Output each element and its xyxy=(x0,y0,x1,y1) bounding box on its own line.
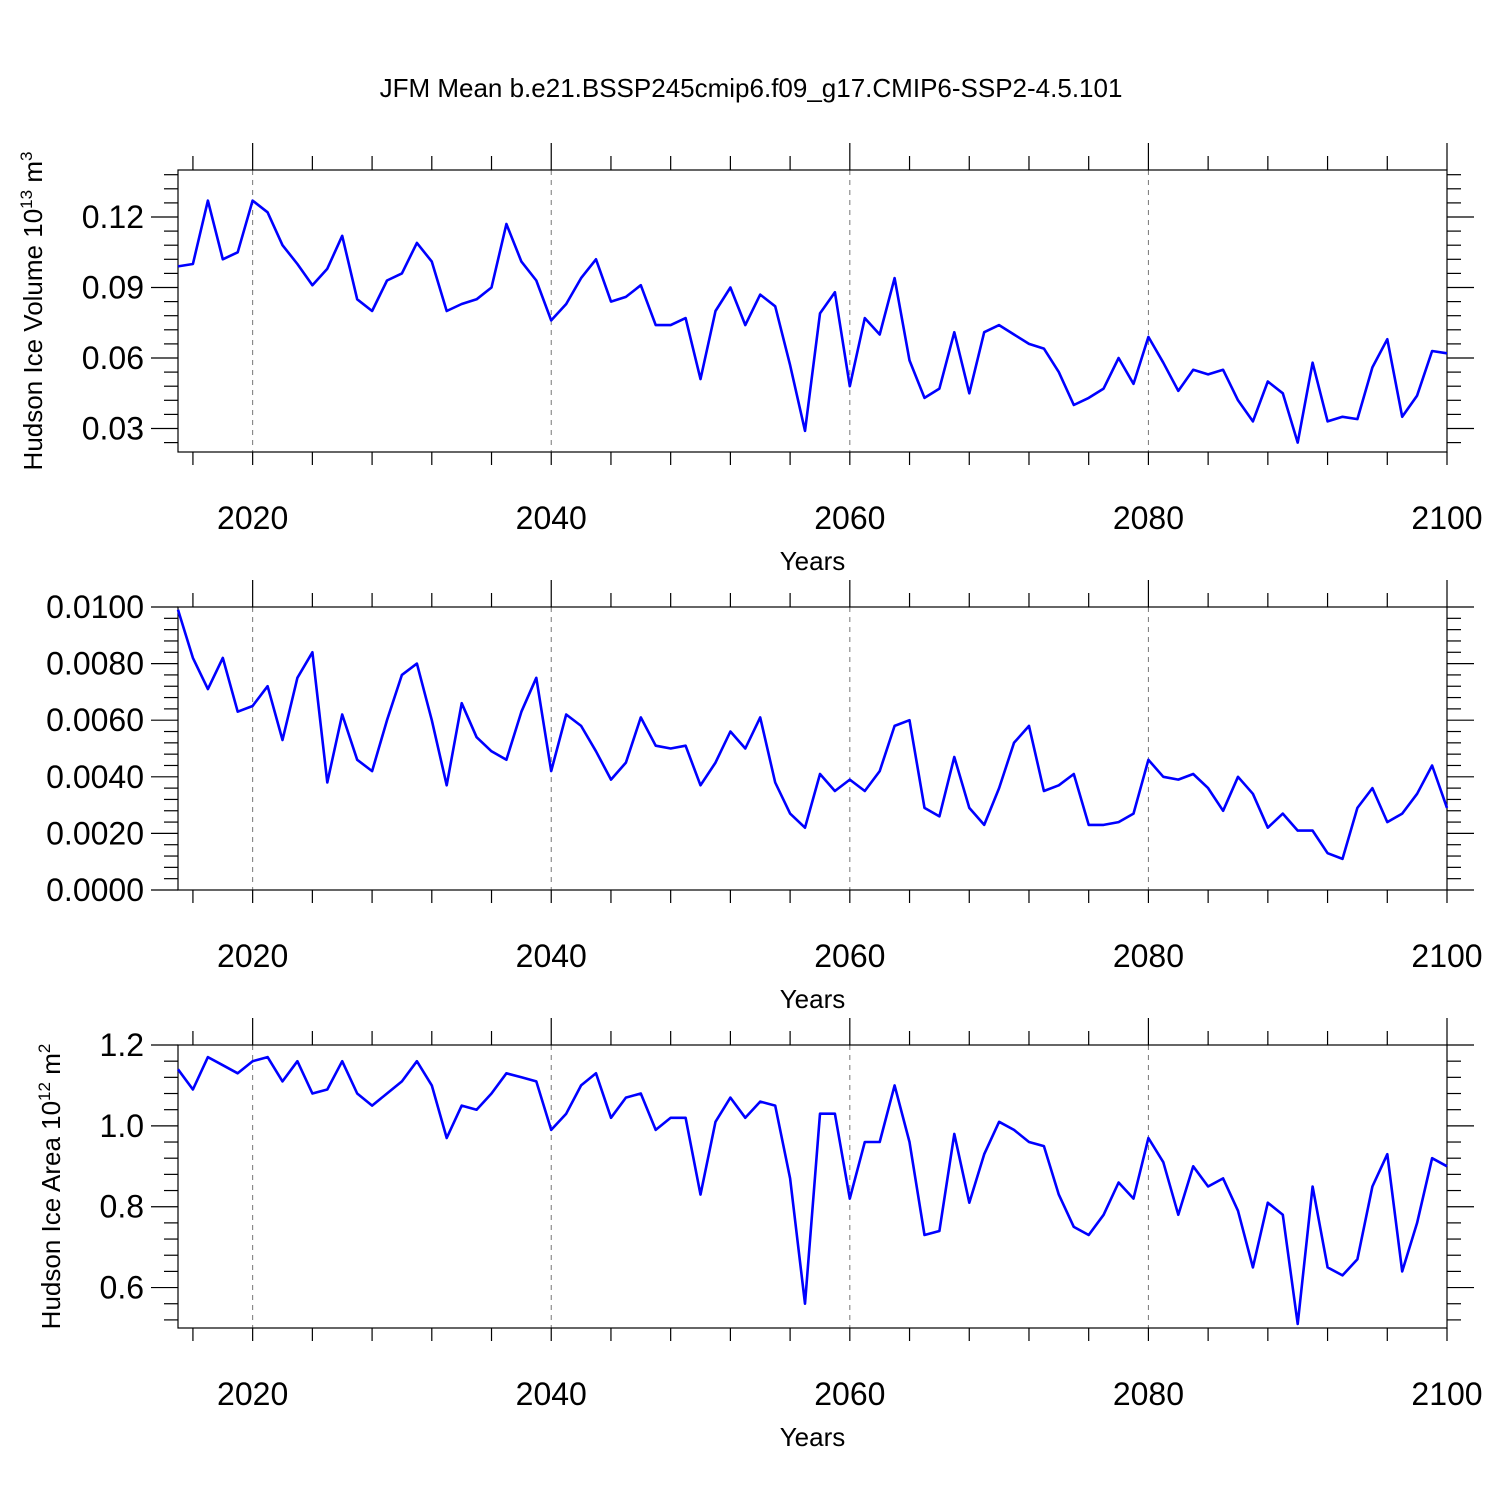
y-tick-label: 0.0100 xyxy=(46,589,144,625)
plot-frame xyxy=(177,1044,1448,1329)
x-tick-label: 2020 xyxy=(217,938,288,974)
y-tick-label: 0.0080 xyxy=(46,646,144,682)
x-tick-label: 2080 xyxy=(1113,1376,1184,1412)
y-tick-label: 1.2 xyxy=(100,1027,144,1063)
panel-snow-volume: 2020 2040 2060 2080 2100 0.0000 0.0020 0.0040 0.… xyxy=(0,574,1483,1014)
figure-title: JFM Mean b.e21.BSSP245cmip6.f09_g17.CMIP… xyxy=(380,73,1123,103)
x-tick-label: 2040 xyxy=(516,938,587,974)
plot-frame xyxy=(177,606,1448,891)
y-tick-label: 0.12 xyxy=(82,199,144,235)
y-tick-label: 0.8 xyxy=(100,1189,144,1225)
y-tick-label: 0.6 xyxy=(100,1270,144,1306)
series-line-ice-area xyxy=(176,1055,1448,1326)
y-tick-label: 0.0040 xyxy=(46,759,144,795)
x-axis-label: Years xyxy=(780,984,846,1014)
x-tick-label: 2060 xyxy=(814,1376,885,1412)
x-tick-label: 2080 xyxy=(1113,938,1184,974)
x-tick-label: 2100 xyxy=(1411,1376,1482,1412)
series-line-ice-volume xyxy=(177,199,1448,444)
x-tick-label: 2080 xyxy=(1113,500,1184,536)
x-tick-label: 2040 xyxy=(516,1376,587,1412)
y-tick-label: 0.0020 xyxy=(46,815,144,851)
y-tick-label: 0.09 xyxy=(82,270,144,306)
x-tick-label: 2100 xyxy=(1411,500,1482,536)
x-axis-label: Years xyxy=(780,1422,846,1452)
y-tick-label: 0.03 xyxy=(82,411,144,447)
series-line-snow-volume xyxy=(176,609,1449,861)
y-tick-label: 0.0000 xyxy=(46,872,144,908)
y-axis-label: Hudson Ice Area 1012 m2 xyxy=(35,1044,66,1330)
y-tick-label: 0.06 xyxy=(82,340,144,376)
x-tick-label: 2060 xyxy=(814,500,885,536)
panel-ice-area: 2020 2040 2060 2080 2100 0.6 0.8 1.0 1.2 Years Hud… xyxy=(35,1018,1483,1452)
x-tick-label: 2060 xyxy=(814,938,885,974)
y-axis-label: Hudson Ice Volume 1013 m3 xyxy=(17,152,48,471)
x-tick-label: 2020 xyxy=(217,1376,288,1412)
y-tick-label: 0.0060 xyxy=(46,702,144,738)
x-tick-label: 2020 xyxy=(217,500,288,536)
x-tick-label: 2040 xyxy=(516,500,587,536)
plot-frame xyxy=(177,169,1448,453)
y-axis-label: Hudson Snow Volume 1013 m3 xyxy=(0,574,4,923)
x-tick-label: 2100 xyxy=(1411,938,1482,974)
panel-ice-volume: 2020 2040 2060 2080 2100 0.03 0.06 0.09 0.12 Year… xyxy=(17,143,1483,576)
y-tick-label: 1.0 xyxy=(100,1108,144,1144)
x-axis-label: Years xyxy=(780,546,846,576)
